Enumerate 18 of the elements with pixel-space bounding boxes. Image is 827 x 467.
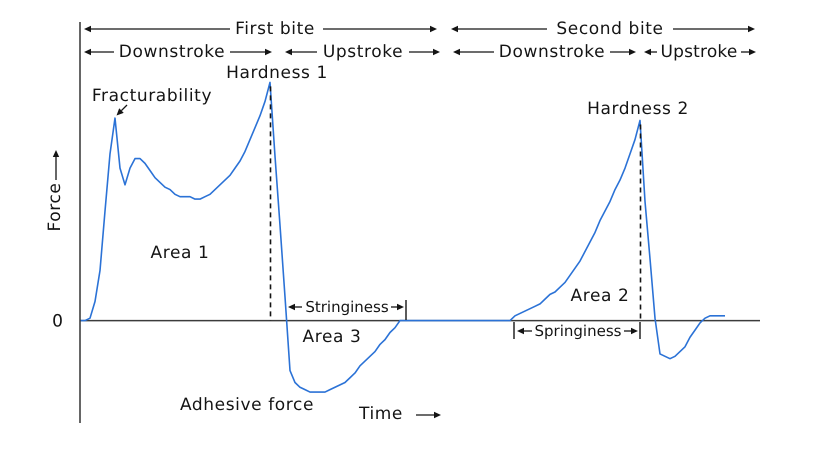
text: Upstroke bbox=[322, 42, 404, 62]
annotation: Area 3 bbox=[302, 327, 362, 347]
text: Adhesive force bbox=[180, 395, 314, 415]
text: Downstroke bbox=[118, 42, 226, 62]
annotation: Hardness 2 bbox=[587, 99, 689, 119]
annotation: Area 1 bbox=[150, 243, 210, 263]
annotation: Stringiness bbox=[305, 298, 389, 316]
annotation: Fracturability bbox=[92, 86, 212, 106]
text: Upstroke bbox=[660, 42, 738, 62]
annotation: Hardness 1 bbox=[226, 63, 328, 83]
ref-line-label: 0 bbox=[52, 312, 63, 332]
text: Second bite bbox=[556, 19, 664, 39]
y-axis-title: Force bbox=[45, 182, 65, 232]
annotation: Area 2 bbox=[570, 286, 630, 306]
annotation: Springiness bbox=[534, 322, 622, 340]
text: Downstroke bbox=[498, 42, 606, 62]
x-axis-title: Time bbox=[358, 404, 404, 424]
text: First bite bbox=[235, 19, 315, 39]
